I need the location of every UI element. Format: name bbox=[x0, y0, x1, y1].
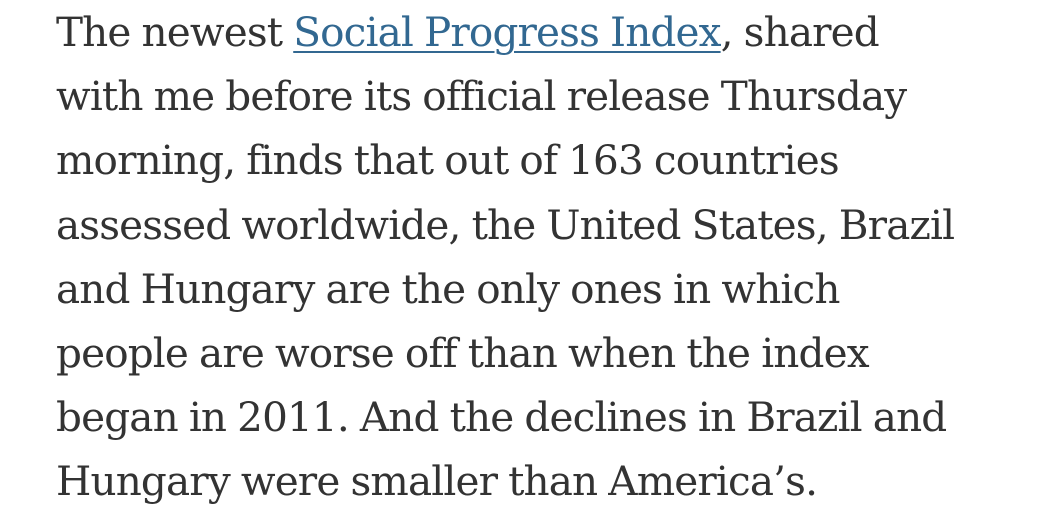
paragraph-line: began in 2011. And the declines in Brazi… bbox=[56, 393, 947, 442]
article-paragraph: The newest Social Progress Index, shared… bbox=[56, 0, 1046, 514]
paragraph-line: people are worse off than when the index bbox=[56, 329, 870, 378]
paragraph-line: with me before its official release Thur… bbox=[56, 72, 907, 121]
paragraph-line: morning, finds that out of 163 countries bbox=[56, 136, 840, 185]
paragraph-line: Hungary were smaller than America’s. bbox=[56, 457, 818, 506]
paragraph-line: assessed worldwide, the United States, B… bbox=[56, 200, 955, 249]
paragraph-line: The newest Social Progress Index, shared bbox=[56, 0, 1046, 64]
paragraph-after-link-text: , shared bbox=[720, 8, 880, 56]
paragraph-intro-text: The newest bbox=[56, 8, 294, 56]
paragraph-line: and Hungary are the only ones in which bbox=[56, 264, 840, 313]
social-progress-index-link[interactable]: Social Progress Index bbox=[293, 8, 721, 56]
